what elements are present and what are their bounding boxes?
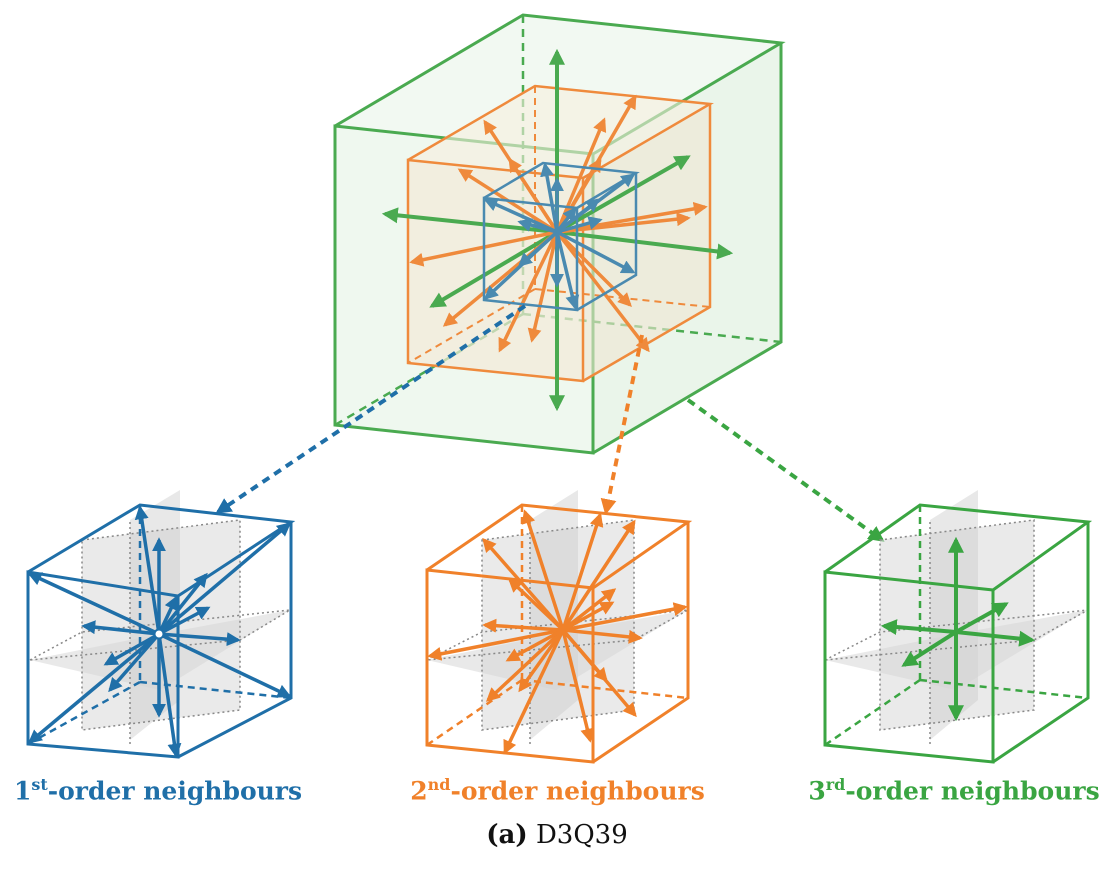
first-order-label-superscript: st: [31, 775, 48, 794]
second-order-arrows: [427, 509, 688, 755]
first-order-label-number: 1: [13, 776, 32, 806]
third-order-cube: [823, 490, 1093, 764]
connector-third-order: [686, 398, 885, 542]
caption-tag: (a): [486, 820, 528, 850]
third-order-arrows: [880, 536, 1036, 722]
third-order-label: 3rd-order neighbours: [795, 775, 1113, 805]
connector-arrows: [215, 304, 885, 542]
third-order-label-text: -order neighbours: [845, 776, 1100, 806]
main-third-order-arrows: [381, 48, 734, 412]
third-order-label-number: 3: [808, 776, 826, 806]
caption-text: D3Q39: [535, 820, 628, 850]
main-lattice-cube: [333, 13, 786, 455]
connector-second-order: [600, 334, 644, 516]
second-order-label-text: -order neighbours: [450, 776, 705, 806]
first-order-label: 1st-order neighbours: [8, 775, 308, 805]
second-order-label-superscript: nd: [427, 775, 451, 794]
third-order-label-superscript: rd: [825, 775, 846, 794]
second-order-label: 2nd-order neighbours: [395, 775, 720, 805]
second-order-cube: [425, 490, 693, 764]
first-order-arrows: [27, 505, 292, 758]
first-order-cube: [26, 490, 296, 759]
first-order-center-node: [153, 628, 165, 640]
figure-caption: (a) D3Q39: [357, 820, 757, 850]
second-order-label-number: 2: [410, 776, 428, 806]
main-first-order-arrows: [483, 162, 636, 310]
inner-blue-shell: [482, 161, 640, 312]
first-order-label-text: -order neighbours: [47, 776, 303, 806]
connector-first-order: [215, 304, 527, 514]
